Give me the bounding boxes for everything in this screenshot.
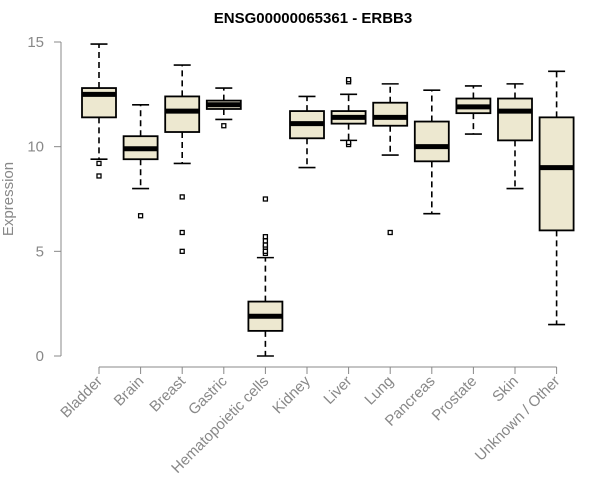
x-tick-label-brain: Brain <box>111 373 148 410</box>
box-brain <box>122 104 159 219</box>
box-bladder <box>81 43 117 179</box>
outlier-point <box>221 123 227 129</box>
x-tick-label-prostate: Prostate <box>429 373 481 425</box>
box-unknown-other <box>538 70 575 326</box>
box-iqr <box>538 116 575 232</box>
box-hematopoietic-cells <box>247 196 284 357</box>
box-liver <box>330 77 367 148</box>
box-prostate <box>455 85 492 135</box>
box-kidney <box>289 95 325 169</box>
outlier-point <box>262 248 269 254</box>
box-gastric <box>205 87 242 129</box>
box-lung <box>372 83 409 236</box>
outlier-point <box>96 173 102 179</box>
outlier-point <box>387 229 393 236</box>
y-axis: 0 5 10 15 <box>27 34 62 365</box>
x-tick-label-skin: Skin <box>489 373 522 406</box>
x-tick-label-kidney: Kidney <box>269 372 314 417</box>
x-tick-label-lung: Lung <box>361 373 397 409</box>
outlier-point <box>345 139 352 146</box>
outlier-point <box>179 248 185 254</box>
outlier-point <box>262 238 269 244</box>
box-iqr <box>413 120 450 163</box>
x-tick-label-bladder: Bladder <box>57 373 106 422</box>
outlier-point <box>96 160 102 167</box>
outlier-point <box>179 194 185 200</box>
y-tick-label-5: 5 <box>36 243 44 260</box>
outlier-point <box>179 229 185 236</box>
box-iqr <box>164 95 201 133</box>
outlier-point <box>345 77 352 83</box>
outlier-point <box>137 213 144 219</box>
x-tick-label-liver: Liver <box>320 373 355 408</box>
box-iqr <box>372 101 409 127</box>
outlier-point <box>262 242 269 248</box>
box-breast <box>164 64 201 254</box>
y-tick-label-15: 15 <box>27 34 44 51</box>
outlier-point <box>262 196 269 202</box>
y-tick-label-10: 10 <box>27 139 44 156</box>
box-pancreas <box>413 89 450 215</box>
outlier-point <box>262 234 269 240</box>
box-iqr <box>497 97 533 142</box>
chart-title: ENSG00000065361 - ERBB3 <box>214 10 412 27</box>
x-tick-label-breast: Breast <box>146 372 189 415</box>
box-skin <box>497 83 533 190</box>
boxes-group <box>81 43 575 357</box>
y-axis-label: Expression <box>0 162 17 236</box>
y-tick-label-0: 0 <box>36 348 44 365</box>
